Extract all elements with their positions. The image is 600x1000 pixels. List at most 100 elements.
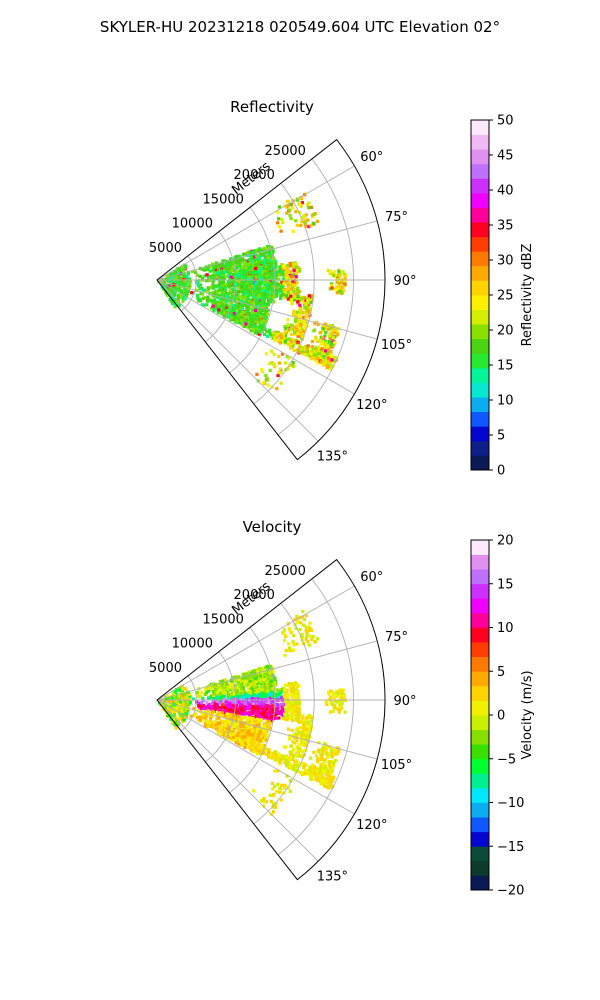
echo-pixel [167,287,171,291]
echo-pixel [241,743,245,747]
echo-pixel [173,298,177,302]
echo-pixel [172,706,176,710]
echo-pixel [196,280,200,284]
echo-pixel [285,694,290,698]
echo-pixel [254,273,258,277]
colorbar-tick-label: 50 [497,114,514,129]
echo-pixel [231,735,235,739]
echo-pixel [264,373,268,377]
echo-pixel [218,701,222,705]
colorbar-swatch [471,134,489,150]
echo-pixel [218,276,222,280]
echo-pixel [279,381,283,385]
echo-pixel [261,380,265,385]
echo-pixel [273,292,277,296]
echo-pixel [213,267,217,272]
echo-pixel [176,718,180,722]
echo-pixel [203,268,207,272]
echo-pixel [236,681,241,685]
echo-pixel [251,250,255,254]
echo-pixel [233,260,237,265]
echo-pixel [202,703,206,707]
echo-pixel [217,697,221,702]
echo-pixel [244,285,248,289]
echo-pixel [261,691,265,696]
echo-pixel [293,760,297,764]
echo-pixel [300,332,305,336]
echo-pixel [258,327,262,331]
echo-pixel [245,306,250,310]
echo-pixel [285,266,289,270]
echo-pixel [218,265,222,269]
echo-pixel [278,691,282,695]
echo-pixel [259,310,263,314]
echo-pixel [275,387,279,391]
echo-pixel [257,271,261,275]
echo-pixel [216,683,221,687]
echo-pixel [283,324,287,329]
echo-pixel [199,274,203,278]
echo-pixel [228,305,232,309]
echo-pixel [208,292,212,296]
echo-pixel [321,335,325,339]
echo-pixel [253,682,257,686]
echo-pixel [236,736,240,740]
echo-pixel [314,353,318,357]
echo-pixel [265,246,270,251]
echo-pixel [205,299,209,303]
echo-pixel [262,733,266,737]
echo-pixel [215,704,220,708]
echo-pixel [303,327,307,331]
echo-pixel [201,715,205,719]
echo-pixel [208,269,212,273]
echo-pixel [295,718,299,722]
echo-pixel [298,311,303,315]
echo-pixel [181,272,185,276]
echo-pixel [283,334,287,338]
echo-pixel [171,699,175,703]
echo-pixel [267,678,271,683]
echo-pixel [330,283,334,288]
echo-pixel [225,303,229,307]
echo-pixel [221,690,225,694]
echo-pixel [330,286,334,290]
colorbar-swatch [471,295,489,310]
echo-pixel [241,682,245,686]
echo-pixel [259,667,263,671]
echo-pixel [202,717,206,721]
echo-pixel [214,683,218,687]
echo-pixel [222,277,226,281]
echo-pixel [171,279,175,283]
echo-pixel [219,683,223,687]
echo-pixel [246,277,250,281]
echo-pixel [247,690,251,694]
echo-pixel [214,727,218,731]
echo-pixel [246,740,250,744]
echo-pixel [221,703,225,707]
echo-pixel [273,264,277,268]
echo-pixel [313,321,317,325]
echo-pixel [271,269,275,273]
echo-pixel [231,272,235,276]
echo-pixel [236,728,240,733]
echo-pixel [330,333,334,337]
echo-pixel [260,700,264,704]
echo-pixel [291,696,295,700]
echo-pixel [275,708,279,712]
echo-pixel [290,338,294,342]
echo-pixel [221,725,225,729]
echo-pixel [296,265,300,269]
echo-pixel [245,283,249,288]
echo-pixel [290,709,294,713]
echo-pixel [312,356,316,360]
echo-pixel [239,310,243,314]
echo-pixel [316,349,321,353]
colorbar-swatch [471,251,489,267]
echo-pixel [227,298,231,302]
colorbar-tick-label: 5 [497,429,505,444]
colorbar-tick-label: 15 [497,359,514,374]
colorbar-swatch [471,207,489,223]
echo-pixel [220,695,224,699]
echo-pixel [254,673,258,677]
